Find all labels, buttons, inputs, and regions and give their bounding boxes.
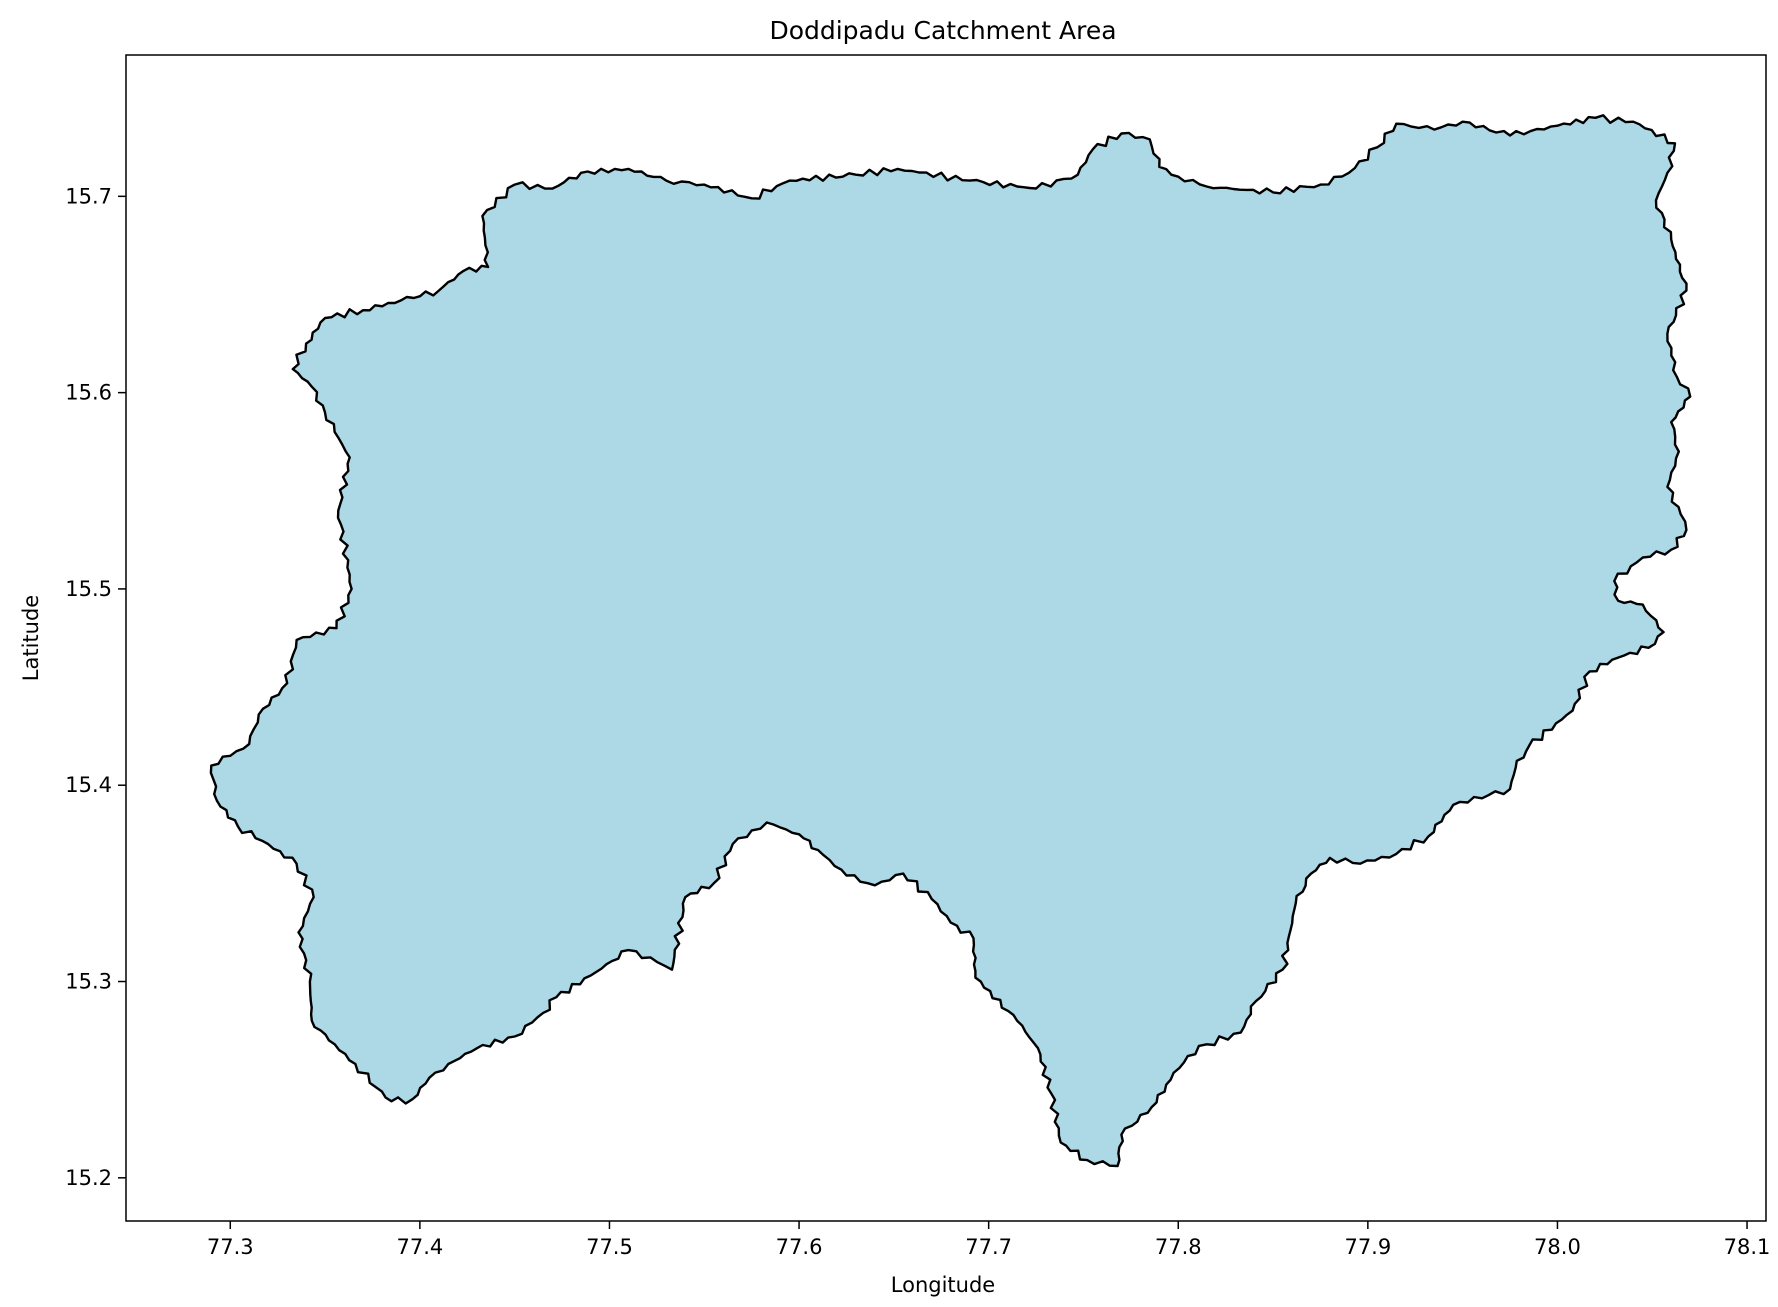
- x-tick-label: 77.4: [396, 1235, 443, 1259]
- x-axis-label: Longitude: [891, 1273, 995, 1297]
- plot-area: [125, 54, 1767, 1222]
- y-tick-label: 15.4: [65, 773, 112, 797]
- y-tick-label: 15.7: [65, 184, 112, 208]
- x-tick-label: 77.6: [776, 1235, 823, 1259]
- x-axis: 77.3 77.4 77.5 77.6 77.7 77.8 77.9 78.0 78.1: [207, 1221, 1771, 1259]
- y-axis-label: Latitude: [19, 595, 43, 681]
- y-tick-label: 15.6: [65, 381, 112, 405]
- x-tick-label: 77.7: [965, 1235, 1012, 1259]
- y-tick-label: 15.3: [65, 970, 112, 994]
- x-tick-label: 77.9: [1344, 1235, 1391, 1259]
- x-tick-label: 77.8: [1155, 1235, 1202, 1259]
- x-tick-label: 78.1: [1724, 1235, 1771, 1259]
- chart-title: Doddipadu Catchment Area: [769, 16, 1116, 45]
- y-axis: 15.2 15.3 15.4 15.5 15.6 15.7: [65, 184, 126, 1190]
- y-tick-label: 15.2: [65, 1166, 112, 1190]
- catchment-polygon: [209, 114, 1692, 1168]
- y-tick-label: 15.5: [65, 577, 112, 601]
- x-tick-label: 77.5: [586, 1235, 633, 1259]
- x-tick-label: 77.3: [207, 1235, 254, 1259]
- x-tick-label: 78.0: [1534, 1235, 1581, 1259]
